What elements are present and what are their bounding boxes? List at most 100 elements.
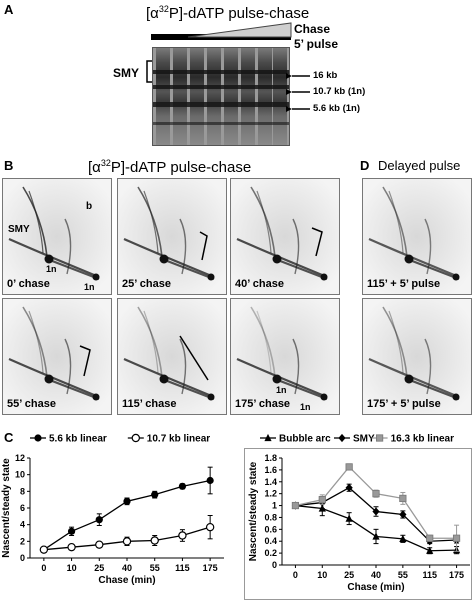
panel-b-title: [α32P]-dATP pulse-chase <box>88 158 252 176</box>
chase-wedge <box>188 22 292 38</box>
data-point <box>291 501 300 510</box>
x-tick-label: 55 <box>150 563 160 573</box>
data-point <box>205 522 215 532</box>
data-point <box>122 537 132 546</box>
x-tick-label: 115 <box>422 570 437 580</box>
one-n-annotation-2: 1n <box>84 282 95 292</box>
x-tick-label: 175 <box>449 570 464 580</box>
delayed-pulse-panel: 175’ + 5’ pulse <box>362 298 472 415</box>
band-10-7kb: 10.7 kb (1n) <box>313 86 366 97</box>
panel-c-label: C <box>4 430 14 445</box>
blot-caption: 40’ chase <box>235 278 284 290</box>
data-point <box>372 490 380 498</box>
chart-right-frame <box>244 448 472 600</box>
blot-caption: 25’ chase <box>122 278 171 290</box>
gel-image <box>152 47 290 146</box>
legend-label: SMY <box>353 434 375 445</box>
x-tick-label: 10 <box>317 570 327 580</box>
one-n-annotation-4: 1n <box>300 402 311 412</box>
data-point <box>95 540 104 549</box>
smy-bracket <box>146 60 152 83</box>
y-tick-label: 1.4 <box>264 477 277 487</box>
x-tick-label: 10 <box>67 563 77 573</box>
band-16kb: 16 kb <box>313 70 338 81</box>
data-point <box>372 532 380 540</box>
x-tick-label: 55 <box>398 570 408 580</box>
y-tick-label: 6 <box>20 503 25 513</box>
data-point <box>318 496 326 504</box>
legend-label: Bubble arc <box>279 434 331 445</box>
data-point <box>372 507 380 516</box>
blot-caption: 175’ chase <box>235 398 291 410</box>
x-tick-label: 175 <box>203 563 218 573</box>
smy-annotation: SMY <box>8 224 30 235</box>
x-axis-label: Chase (min) <box>347 582 404 593</box>
smy-label-a: SMY <box>113 66 140 80</box>
x-tick-label: 0 <box>41 563 46 573</box>
blot-caption: 115’ chase <box>122 398 177 410</box>
data-point <box>399 534 407 542</box>
data-point <box>67 542 76 552</box>
data-point <box>39 545 49 554</box>
y-tick-label: 1 <box>272 501 277 511</box>
blot-panel: 25’ chase <box>117 178 227 295</box>
band-5-6kb: 5.6 kb (1n) <box>313 103 360 114</box>
x-tick-label: 25 <box>94 563 104 573</box>
y-tick-label: 0.2 <box>264 548 277 558</box>
x-tick-label: 115 <box>175 563 190 573</box>
y-tick-label: 8 <box>20 486 25 496</box>
data-point <box>345 463 353 471</box>
y-tick-label: 2 <box>20 536 25 546</box>
data-point <box>345 483 353 492</box>
panel-d-title: Delayed pulse <box>378 158 461 173</box>
data-point <box>178 482 187 490</box>
data-point <box>426 546 434 554</box>
y-tick-label: 0 <box>20 553 25 563</box>
panel-a-label: A <box>4 2 14 17</box>
legend-label: 16.3 kb linear <box>391 434 454 445</box>
chart-left: 0 2 4 6 8 10 12 0 10 25 40 55 115 175 Chase (min) Nasce… <box>1 433 224 586</box>
data-point <box>150 536 159 545</box>
legend-label: 5.6 kb linear <box>49 434 107 445</box>
data-point <box>178 531 187 540</box>
chase-label: Chase <box>294 22 331 36</box>
panel-a-title: [α32P]-dATP pulse-chase <box>146 4 310 22</box>
blot-panel: 0’ chase <box>2 178 112 295</box>
blot-panel: 115’ chase <box>117 298 227 415</box>
data-point <box>67 527 76 535</box>
blot-panel: 175’ chase <box>230 298 340 415</box>
data-point <box>452 534 461 542</box>
y-tick-label: 10 <box>15 470 25 480</box>
data-point <box>338 433 346 443</box>
pulse-label: 5’ pulse <box>294 37 339 51</box>
data-point <box>123 497 131 505</box>
y-tick-label: 4 <box>20 520 25 530</box>
y-tick-label: 1.8 <box>264 453 277 463</box>
y-axis-label: Nascent/steady state <box>248 461 259 561</box>
blot-caption: 55’ chase <box>7 398 56 410</box>
chart-right: 0 0.2 0.4 0.6 0.81 1.2 1.4 1.6 1.8 0 10 25 40 55 115 17… <box>248 433 470 593</box>
data-point <box>95 516 103 524</box>
band-arrows <box>286 71 310 114</box>
blot-panel: 40’ chase <box>230 178 340 295</box>
data-point <box>151 491 159 499</box>
y-tick-label: 0.4 <box>264 536 277 546</box>
x-axis-label: Chase (min) <box>98 575 155 586</box>
y-axis-label: Nascent/steady state <box>1 458 12 558</box>
delayed-pulse-panel: 115’ + 5’ pulse <box>362 178 472 295</box>
delayed-caption: 175’ + 5’ pulse <box>367 398 441 410</box>
data-point <box>426 534 434 542</box>
one-n-annotation: 1n <box>46 264 57 274</box>
blot-panel: 55’ chase <box>2 298 112 415</box>
x-tick-label: 40 <box>371 570 381 580</box>
x-tick-label: 0 <box>293 570 298 580</box>
data-point <box>131 433 140 443</box>
data-point <box>264 433 272 442</box>
delayed-caption: 115’ + 5’ pulse <box>367 278 441 290</box>
y-tick-label: 1.2 <box>264 489 277 499</box>
x-tick-label: 40 <box>122 563 132 573</box>
legend-label: 10.7 kb linear <box>147 434 210 445</box>
blot-caption: 0’ chase <box>7 278 50 290</box>
one-n-annotation-3: 1n <box>276 385 287 395</box>
panel-b-label: B <box>4 158 14 173</box>
